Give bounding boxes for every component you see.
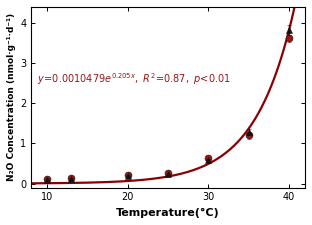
X-axis label: Temperature(°C): Temperature(°C) xyxy=(116,208,220,218)
Y-axis label: N₂O Concentration (nmol·g⁻¹·d⁻¹): N₂O Concentration (nmol·g⁻¹·d⁻¹) xyxy=(7,13,16,181)
Text: $y\!=\!0.0010479e^{0.205x}$$,\ R^2\!=\!0.87,\ p\!<\!0.01$: $y\!=\!0.0010479e^{0.205x}$$,\ R^2\!=\!0… xyxy=(37,71,231,87)
